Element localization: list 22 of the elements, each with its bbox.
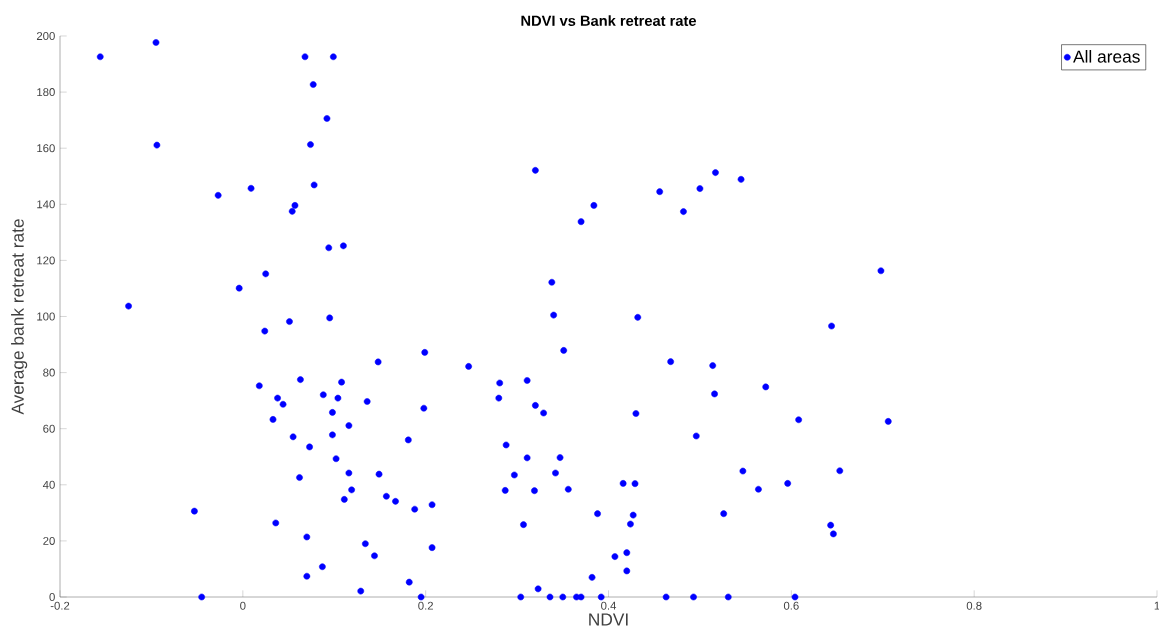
- x-tick-label: 0.8: [966, 601, 982, 610]
- y-tick-label: 160: [37, 144, 55, 153]
- y-tick-label: 60: [43, 424, 55, 433]
- x-axis-title: NDVI: [589, 613, 628, 626]
- y-axis-title: Average bank retreat rate: [11, 219, 28, 415]
- y-tick-label: 180: [37, 88, 55, 97]
- y-tick-label: 140: [37, 200, 55, 209]
- y-tick-label: 80: [43, 368, 55, 377]
- x-tick-label: -0.2: [50, 601, 70, 610]
- legend-label: All areas: [1073, 50, 1140, 63]
- y-tick-label: 40: [42, 480, 55, 489]
- x-tick-label: 0: [240, 601, 246, 610]
- x-tick-label: 0.4: [601, 601, 617, 610]
- y-tick-label: 200: [36, 32, 55, 41]
- y-tick-label: 120: [37, 256, 55, 265]
- y-tick-label: 0: [49, 593, 55, 602]
- y-tick-label: 20: [43, 536, 55, 545]
- chart-title: NDVI vs Bank retreat rate: [521, 15, 697, 26]
- x-tick-label: 0.2: [418, 601, 433, 610]
- x-tick-label: 0.6: [783, 601, 799, 610]
- y-tick-label: 100: [37, 312, 55, 321]
- x-tick-label: 1: [1154, 601, 1159, 610]
